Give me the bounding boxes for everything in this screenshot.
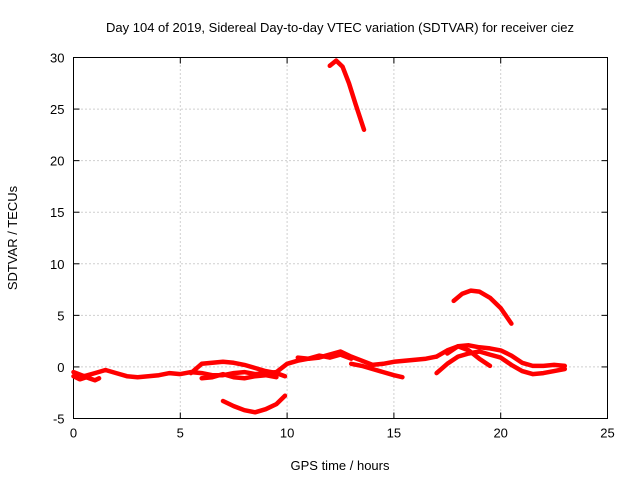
series-arc-8	[327, 58, 367, 132]
y-tick-label: 15	[50, 205, 64, 220]
x-tick-label: 20	[493, 426, 507, 441]
y-tick-label: 5	[57, 308, 64, 323]
y-tick-label: 20	[50, 154, 64, 169]
data-series	[71, 58, 568, 415]
series-arc-5	[220, 393, 288, 415]
series-arc-13	[445, 344, 493, 369]
x-tick-label: 10	[280, 426, 294, 441]
series-arc-3	[188, 359, 288, 379]
x-tick-label: 25	[600, 426, 614, 441]
series-arc-2	[71, 373, 102, 383]
x-axis-label: GPS time / hours	[291, 458, 390, 473]
y-axis-label: SDTVAR / TECUs	[5, 185, 20, 290]
chart-title: Day 104 of 2019, Sidereal Day-to-day VTE…	[106, 20, 574, 35]
y-tick-label: -5	[53, 412, 65, 427]
series-arc-9	[348, 361, 405, 380]
y-tick-label: 30	[50, 51, 64, 66]
series-arc-12	[451, 288, 514, 326]
x-tick-label: 15	[387, 426, 401, 441]
x-tick-label: 5	[177, 426, 184, 441]
y-tick-label: 10	[50, 257, 64, 272]
plot-frame	[73, 57, 608, 419]
axis-ticks: 0 5 10 15 20 25 -5 0 5 10 15 20 25 30	[50, 51, 615, 441]
series-arc-6	[274, 349, 439, 375]
series-arc-1	[71, 367, 279, 380]
y-tick-label: 25	[50, 102, 64, 117]
series-arc-7	[295, 352, 354, 361]
y-tick-label: 0	[57, 360, 64, 375]
x-tick-label: 0	[70, 426, 77, 441]
series-arc-11	[434, 349, 568, 377]
series-arc-4	[199, 371, 279, 381]
